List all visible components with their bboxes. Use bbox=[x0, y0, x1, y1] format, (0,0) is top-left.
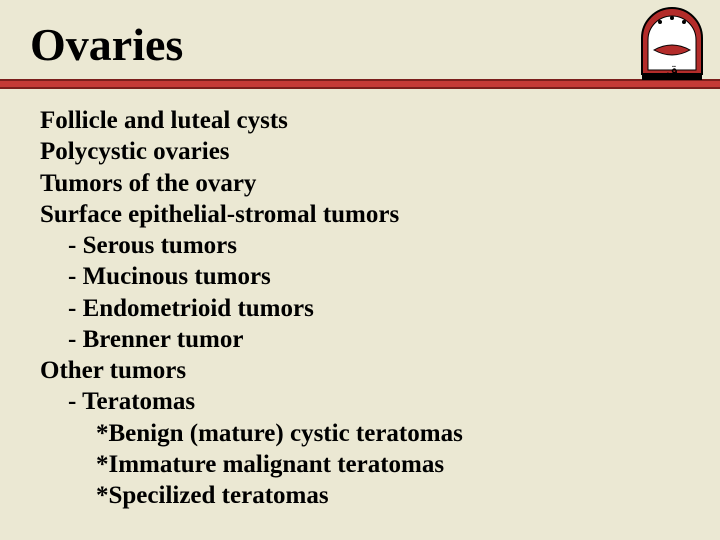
body-line: *Specilized teratomas bbox=[40, 480, 720, 511]
body-line: Tumors of the ovary bbox=[40, 168, 720, 199]
body-line: - Brenner tumor bbox=[40, 324, 720, 355]
body-line: - Endometrioid tumors bbox=[40, 293, 720, 324]
body-line: *Benign (mature) cystic teratomas bbox=[40, 418, 720, 449]
horizontal-rule bbox=[0, 79, 720, 89]
body-line: Other tumors bbox=[40, 355, 720, 386]
body-line: - Mucinous tumors bbox=[40, 261, 720, 292]
body-line: Polycystic ovaries bbox=[40, 136, 720, 167]
body-line: Surface epithelial-stromal tumors bbox=[40, 199, 720, 230]
slide-title: Ovaries bbox=[30, 18, 720, 71]
body-line: - Teratomas bbox=[40, 386, 720, 417]
slide-header: Ovaries bbox=[0, 0, 720, 79]
body-line: - Serous tumors bbox=[40, 230, 720, 261]
slide-body: Follicle and luteal cystsPolycystic ovar… bbox=[0, 89, 720, 511]
body-line: Follicle and luteal cysts bbox=[40, 105, 720, 136]
body-line: *Immature malignant teratomas bbox=[40, 449, 720, 480]
svg-text:ق: ق bbox=[666, 63, 678, 80]
university-logo: ق bbox=[634, 4, 710, 86]
